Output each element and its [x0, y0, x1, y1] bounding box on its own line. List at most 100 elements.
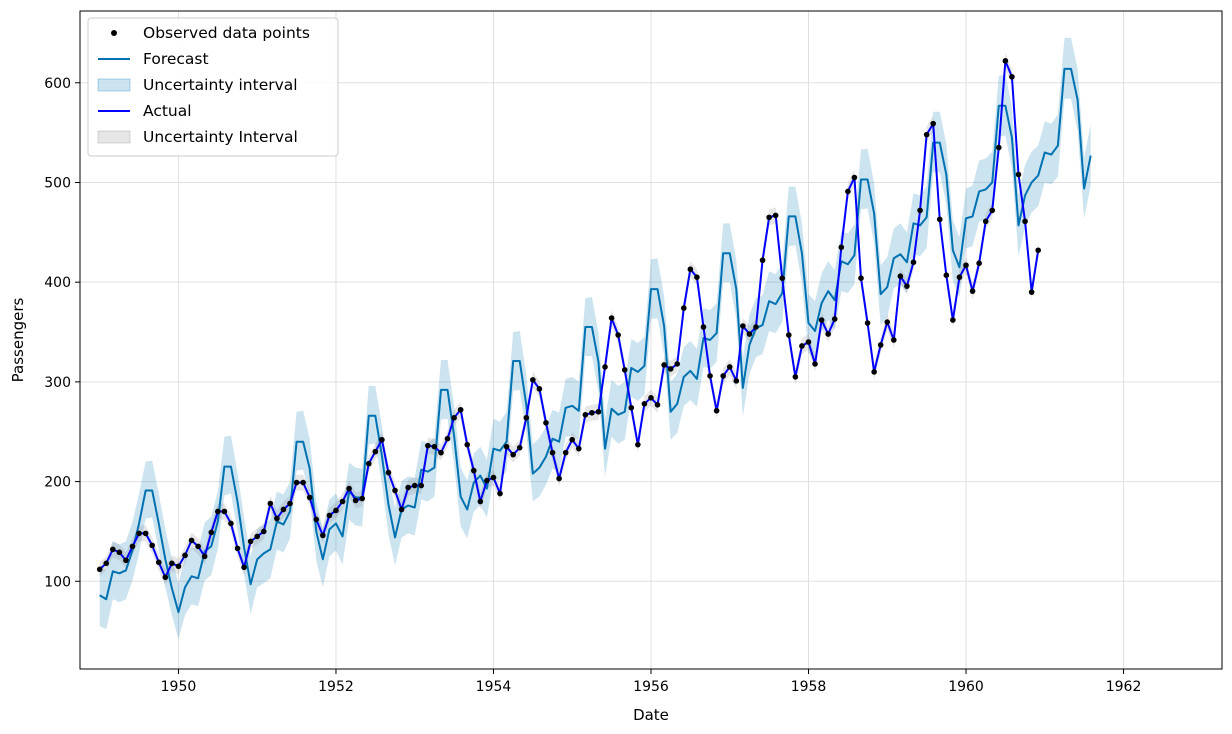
observed-point	[720, 373, 726, 379]
observed-point	[103, 560, 110, 567]
observed-point	[923, 131, 930, 138]
observed-point	[352, 497, 359, 504]
observed-point	[280, 506, 287, 513]
legend-label: Uncertainty Interval	[143, 128, 298, 146]
observed-point	[405, 484, 411, 491]
observed-points	[96, 58, 1041, 581]
x-tick-label: 1952	[318, 679, 354, 695]
observed-point	[123, 557, 129, 564]
observed-point	[641, 401, 648, 407]
legend-label: Actual	[143, 102, 192, 120]
observed-point	[621, 367, 628, 373]
observed-point	[169, 560, 175, 567]
observed-point	[372, 448, 379, 455]
observed-point	[687, 266, 694, 273]
y-axis-label: Passengers	[9, 297, 27, 382]
legend-patch-swatch	[97, 78, 131, 92]
observed-point	[333, 507, 339, 514]
observed-point	[201, 553, 208, 560]
observed-point	[818, 317, 825, 323]
observed-point	[648, 395, 654, 401]
x-tick-label: 1950	[161, 679, 197, 695]
observed-point	[694, 274, 700, 280]
observed-point	[195, 543, 201, 550]
observed-point	[1028, 289, 1035, 295]
observed-point	[845, 188, 851, 195]
observed-point	[963, 262, 969, 269]
observed-point	[497, 490, 503, 497]
x-axis-label: Date	[633, 706, 669, 724]
observed-point	[96, 566, 103, 573]
observed-point	[451, 414, 457, 421]
observed-point	[786, 332, 792, 338]
observed-point	[982, 218, 989, 225]
observed-point	[615, 332, 621, 338]
observed-point	[1002, 58, 1009, 64]
observed-point	[956, 274, 963, 280]
observed-point	[392, 487, 398, 494]
observed-point	[274, 515, 280, 522]
legend-patch-swatch	[97, 130, 131, 144]
observed-point	[1035, 247, 1041, 254]
observed-point	[503, 443, 510, 450]
observed-point	[608, 315, 615, 321]
forecast-line	[99, 67, 1092, 614]
observed-point	[661, 362, 667, 368]
observed-point	[116, 549, 123, 556]
observed-point	[667, 366, 674, 372]
observed-point	[707, 373, 713, 379]
observed-point	[477, 498, 484, 505]
observed-point	[589, 409, 595, 416]
observed-point	[306, 494, 313, 501]
observed-point	[530, 377, 536, 383]
observed-point	[300, 479, 306, 486]
observed-point	[162, 574, 169, 581]
observed-point	[562, 449, 569, 456]
observed-point	[149, 542, 155, 549]
legend-label: Uncertainty interval	[143, 76, 298, 94]
observed-point	[1009, 74, 1015, 80]
observed-point	[287, 500, 293, 507]
observed-point	[208, 529, 215, 536]
observed-point	[241, 564, 247, 571]
observed-point	[320, 532, 326, 539]
observed-point	[726, 364, 733, 370]
observed-point	[766, 214, 772, 221]
y-tick-label: 600	[44, 76, 71, 92]
observed-point	[129, 543, 136, 550]
observed-point	[254, 533, 260, 540]
observed-point	[812, 361, 818, 367]
observed-point	[228, 520, 234, 527]
observed-point	[411, 482, 418, 489]
observed-point	[260, 528, 267, 535]
observed-point	[425, 442, 431, 449]
x-tick-label: 1962	[1106, 679, 1142, 695]
observed-point	[293, 479, 300, 486]
observed-point	[799, 343, 805, 349]
legend-label: Forecast	[143, 50, 209, 68]
y-axis-ticks: 100 200 300 400 500 600	[44, 76, 80, 590]
observed-point	[969, 288, 976, 294]
observed-point	[379, 436, 385, 443]
x-tick-label: 1956	[633, 679, 669, 695]
observed-point	[825, 331, 831, 337]
observed-point	[779, 275, 786, 281]
observed-point	[950, 317, 956, 323]
observed-point	[805, 339, 812, 345]
observed-point	[740, 323, 746, 329]
y-tick-label: 400	[44, 275, 71, 291]
observed-point	[346, 485, 352, 492]
observed-point	[215, 508, 221, 515]
observed-point	[851, 174, 858, 181]
observed-point	[635, 441, 641, 448]
observed-point	[1015, 171, 1022, 178]
observed-point	[759, 257, 766, 264]
observed-point	[976, 260, 982, 267]
y-tick-label: 100	[44, 574, 71, 590]
observed-point	[733, 378, 740, 384]
observed-point	[864, 320, 871, 326]
observed-point	[674, 361, 681, 367]
observed-point	[792, 374, 799, 380]
observed-point	[897, 273, 904, 279]
